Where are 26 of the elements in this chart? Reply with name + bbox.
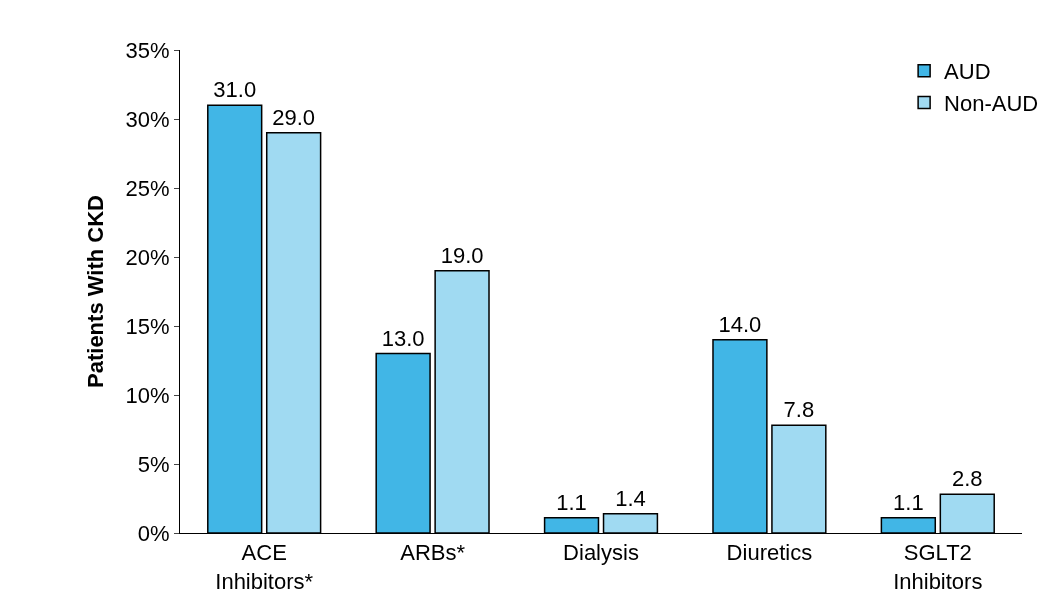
data-label: 2.8 [951,466,983,492]
x-tick-label: ARBs* [400,540,466,566]
y-tick-label: 25% [125,175,170,201]
data-label: 7.8 [783,397,815,423]
y-tick-label: 30% [125,106,170,132]
data-label: 29.0 [272,104,316,130]
data-label: 1.1 [556,489,587,515]
x-tick-label: Diuretics [726,540,813,566]
y-tick-label: 0% [137,520,170,546]
legend-label: AUD [944,59,991,85]
x-tick-label: ACE Inhibitors* [215,540,314,594]
y-tick-label: 5% [137,451,170,477]
y-tick-label: 20% [125,244,170,270]
x-tick-label: SGLT2 Inhibitors [893,540,983,594]
x-tick-label: Dialysis [563,540,639,566]
y-tick-label: 35% [125,37,170,63]
y-axis-title: Patients With CKD [83,195,109,388]
data-label: 1.4 [615,485,646,511]
data-label: 1.1 [893,489,924,515]
data-label: 31.0 [213,77,257,103]
y-tick-label: 10% [125,382,170,408]
data-label: 19.0 [440,242,484,268]
data-label: 13.0 [381,325,425,351]
legend-label: Non-AUD [944,90,1039,116]
data-label: 14.0 [718,311,762,337]
y-tick-label: 15% [125,313,170,339]
